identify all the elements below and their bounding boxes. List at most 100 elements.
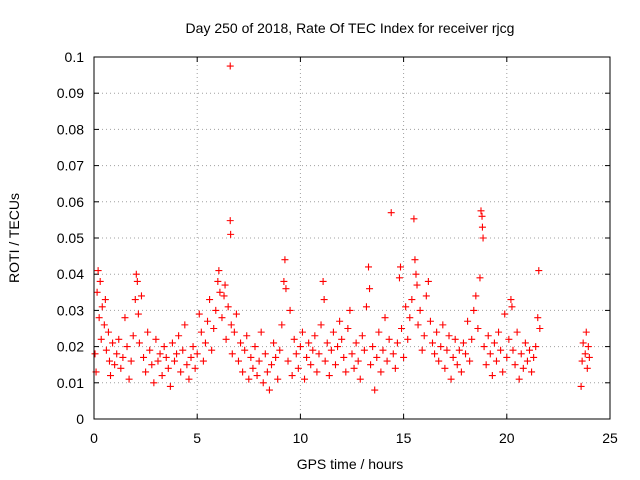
data-point bbox=[408, 296, 416, 304]
data-point bbox=[530, 353, 538, 361]
data-point bbox=[228, 350, 236, 358]
data-point bbox=[420, 332, 428, 340]
data-point bbox=[536, 325, 544, 332]
data-point bbox=[218, 314, 226, 322]
data-point bbox=[132, 270, 140, 278]
data-point bbox=[239, 368, 247, 376]
data-point bbox=[387, 209, 395, 217]
data-point bbox=[381, 314, 389, 322]
data-point bbox=[526, 346, 534, 354]
data-point bbox=[451, 335, 459, 343]
data-point bbox=[428, 339, 436, 347]
data-point bbox=[352, 339, 360, 347]
x-tick-label: 15 bbox=[396, 430, 412, 446]
data-point bbox=[177, 368, 185, 376]
data-point bbox=[133, 277, 141, 285]
data-point bbox=[412, 270, 420, 278]
data-point bbox=[534, 314, 542, 322]
data-point bbox=[528, 368, 536, 376]
data-point bbox=[101, 296, 109, 304]
data-point bbox=[470, 306, 478, 314]
data-point bbox=[397, 263, 405, 271]
data-point bbox=[478, 223, 486, 231]
data-point bbox=[484, 332, 492, 340]
data-point bbox=[216, 288, 224, 296]
x-tick-label: 25 bbox=[602, 430, 618, 446]
data-point bbox=[385, 335, 393, 343]
data-point bbox=[437, 343, 445, 351]
data-point bbox=[492, 357, 500, 365]
data-point bbox=[222, 335, 230, 343]
data-point bbox=[154, 357, 162, 365]
data-point bbox=[478, 212, 486, 220]
y-tick-label: 0.02 bbox=[57, 339, 84, 355]
data-point bbox=[354, 357, 362, 365]
data-point bbox=[325, 372, 333, 380]
data-point bbox=[535, 267, 543, 275]
data-point bbox=[253, 372, 261, 380]
data-point bbox=[94, 267, 102, 275]
data-point bbox=[208, 346, 216, 354]
data-point bbox=[301, 375, 309, 383]
data-point bbox=[115, 335, 123, 343]
data-point bbox=[125, 375, 133, 383]
data-point bbox=[468, 335, 476, 343]
data-point bbox=[296, 343, 304, 351]
data-point bbox=[215, 267, 223, 275]
data-point bbox=[342, 368, 350, 376]
data-point bbox=[464, 317, 472, 325]
data-point bbox=[389, 350, 397, 358]
data-point bbox=[406, 314, 414, 322]
data-point bbox=[131, 296, 139, 304]
data-point bbox=[582, 328, 590, 336]
data-point bbox=[336, 317, 344, 325]
data-point bbox=[455, 346, 463, 354]
data-point bbox=[338, 335, 346, 343]
data-point bbox=[505, 335, 513, 343]
data-point bbox=[517, 350, 525, 358]
data-point bbox=[519, 364, 527, 372]
data-point bbox=[280, 277, 288, 285]
x-tick-label: 5 bbox=[193, 430, 201, 446]
data-point bbox=[195, 310, 203, 318]
data-point bbox=[344, 325, 352, 332]
data-point bbox=[435, 357, 443, 365]
data-point bbox=[431, 350, 439, 358]
y-tick-label: 0.05 bbox=[57, 230, 84, 246]
data-point bbox=[204, 317, 212, 325]
data-point bbox=[241, 346, 249, 354]
data-point bbox=[278, 321, 286, 329]
data-point bbox=[439, 321, 447, 329]
data-point bbox=[100, 321, 108, 329]
data-point bbox=[398, 325, 406, 332]
data-point bbox=[146, 346, 154, 354]
data-point bbox=[466, 357, 474, 365]
data-point bbox=[95, 314, 103, 322]
data-point bbox=[426, 317, 434, 325]
x-tick-label: 0 bbox=[90, 430, 98, 446]
data-point bbox=[193, 350, 201, 358]
data-point bbox=[309, 346, 317, 354]
data-point bbox=[393, 339, 401, 347]
data-point bbox=[137, 292, 145, 300]
data-point bbox=[373, 353, 381, 361]
data-point bbox=[160, 343, 168, 351]
data-point bbox=[221, 281, 229, 289]
data-point bbox=[414, 321, 422, 329]
data-point bbox=[288, 372, 296, 380]
data-point bbox=[422, 292, 430, 300]
x-axis-label: GPS time / hours bbox=[297, 456, 404, 472]
data-point bbox=[509, 346, 517, 354]
x-tick-label: 10 bbox=[293, 430, 309, 446]
data-point bbox=[521, 339, 529, 347]
data-point bbox=[150, 379, 158, 387]
data-point bbox=[584, 343, 592, 351]
data-point bbox=[319, 277, 327, 285]
y-tick-label: 0.03 bbox=[57, 302, 84, 318]
data-point bbox=[227, 230, 235, 238]
data-point bbox=[404, 335, 412, 343]
axis-ticks: 0 5 10 15 20 25 0 0.01 0.02 0.03 0.04 0.05 0.06 0.07 0… bbox=[57, 49, 618, 446]
data-point bbox=[315, 350, 323, 358]
